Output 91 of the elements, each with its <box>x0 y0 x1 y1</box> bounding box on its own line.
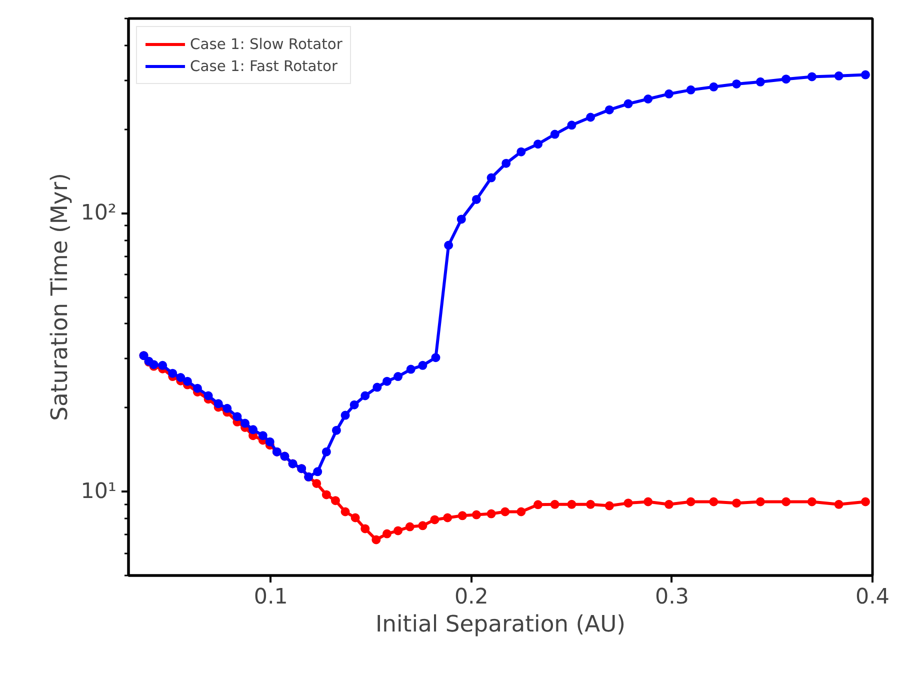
point <box>472 194 481 204</box>
point <box>372 382 382 392</box>
point <box>732 79 742 88</box>
point <box>444 240 454 250</box>
point <box>624 498 633 508</box>
point <box>382 376 392 386</box>
point <box>550 500 560 509</box>
point <box>405 522 414 532</box>
point <box>360 524 370 534</box>
point <box>486 509 496 518</box>
point <box>394 526 403 536</box>
y-axis-title: Saturation Time (Myr) <box>46 173 73 421</box>
x-tick-label: 0.2 <box>454 584 488 610</box>
x-axis-title: Initial Separation (AU) <box>375 612 626 638</box>
point <box>372 535 381 544</box>
point <box>644 497 653 506</box>
point <box>860 70 870 80</box>
point <box>406 364 416 374</box>
point <box>807 497 816 506</box>
point <box>313 467 322 476</box>
y-tick-label: 10¹ <box>80 479 117 504</box>
point <box>443 513 452 522</box>
point <box>604 105 614 114</box>
point <box>500 507 510 516</box>
point <box>860 497 870 506</box>
point <box>664 89 674 98</box>
point <box>222 404 232 413</box>
point <box>502 158 511 168</box>
point <box>430 515 440 524</box>
point <box>168 368 178 378</box>
y-tick-label: 10² <box>80 200 117 226</box>
point <box>176 373 186 382</box>
point <box>664 500 674 509</box>
point <box>258 431 268 440</box>
point <box>232 412 242 422</box>
point <box>644 94 653 104</box>
point <box>431 353 440 362</box>
point <box>248 425 258 434</box>
point <box>516 507 526 516</box>
point <box>686 497 696 506</box>
x-tick-label: 0.3 <box>655 584 689 610</box>
point <box>472 510 481 520</box>
x-tick-label: 0.1 <box>254 584 288 610</box>
point <box>418 360 428 370</box>
point <box>709 82 718 92</box>
point <box>182 376 192 386</box>
legend-label: Case 1: Fast Rotator <box>190 57 338 75</box>
point <box>567 120 576 130</box>
point <box>586 112 596 122</box>
point <box>516 147 526 156</box>
point <box>322 490 331 500</box>
point <box>240 418 250 428</box>
point <box>312 478 322 488</box>
point <box>782 74 791 84</box>
point <box>709 497 718 506</box>
point <box>807 72 816 82</box>
point <box>604 501 614 510</box>
point <box>158 360 168 370</box>
point <box>586 500 596 509</box>
point <box>192 384 202 393</box>
point <box>534 500 542 510</box>
point <box>340 507 350 516</box>
point <box>214 399 223 408</box>
point <box>834 500 844 509</box>
point <box>458 511 467 520</box>
legend-label: Case 1: Slow Rotator <box>190 35 342 53</box>
point <box>550 130 560 139</box>
point <box>782 497 791 506</box>
point <box>756 77 765 86</box>
point <box>204 391 213 400</box>
point <box>350 513 360 522</box>
point <box>486 173 496 182</box>
point <box>624 99 633 108</box>
point <box>394 372 403 382</box>
point <box>340 410 350 420</box>
point <box>534 140 542 149</box>
point <box>834 71 844 80</box>
x-tick-label: 0.4 <box>856 584 890 610</box>
point <box>350 400 359 410</box>
point <box>732 498 742 508</box>
point <box>567 500 576 509</box>
point <box>330 496 340 506</box>
point <box>456 214 466 224</box>
point <box>322 447 331 456</box>
point <box>418 521 428 530</box>
point <box>686 85 696 94</box>
point <box>756 497 765 506</box>
point <box>332 426 341 435</box>
point <box>265 437 274 446</box>
point <box>382 529 392 538</box>
point <box>360 391 370 400</box>
